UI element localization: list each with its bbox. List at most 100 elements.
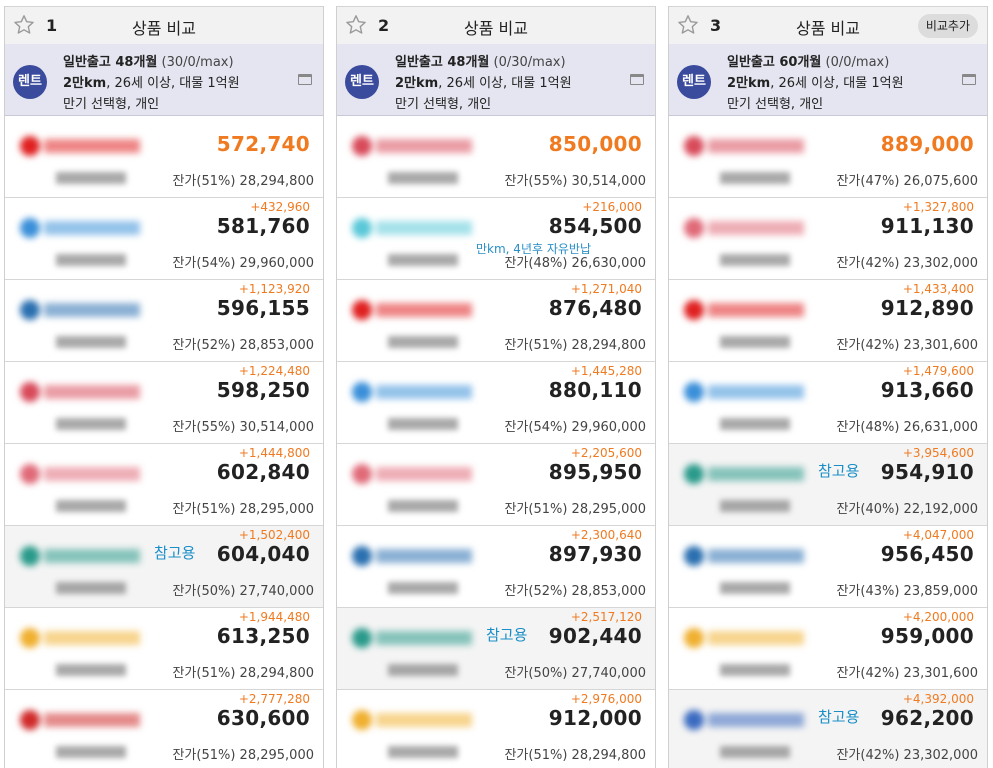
offer-row[interactable]: +4,200,000 959,000 잔가(42%) 23,301,600 xyxy=(668,608,988,690)
monthly-price: 902,440 xyxy=(548,624,642,648)
residual-value: 잔가(43%) 23,859,000 xyxy=(836,584,978,599)
company-logo xyxy=(352,710,472,730)
monthly-price: 911,130 xyxy=(880,214,974,238)
offer-row[interactable]: +1,479,600 913,660 잔가(48%) 26,631,000 xyxy=(668,362,988,444)
monthly-price: 604,040 xyxy=(216,542,310,566)
product-name xyxy=(56,254,126,266)
logo-wordmark xyxy=(44,467,140,481)
logo-mark xyxy=(684,628,704,648)
residual-value: 잔가(42%) 23,302,000 xyxy=(836,748,978,763)
logo-mark xyxy=(20,382,40,402)
logo-wordmark xyxy=(708,467,804,481)
logo-mark xyxy=(684,464,704,484)
logo-wordmark xyxy=(376,385,472,399)
product-name xyxy=(56,746,126,758)
offer-row[interactable]: 850,000 잔가(55%) 30,514,000 xyxy=(336,116,656,198)
offer-row[interactable]: +2,976,000 912,000 잔가(51%) 28,294,800 xyxy=(336,690,656,768)
monthly-price: 613,250 xyxy=(216,624,310,648)
reference-label: 참고용 xyxy=(818,708,860,726)
residual-value: 잔가(48%) 26,631,000 xyxy=(836,420,978,435)
offer-row[interactable]: +2,205,600 895,950 잔가(51%) 28,295,000 xyxy=(336,444,656,526)
offer-row[interactable]: +1,444,800 602,840 잔가(51%) 28,295,000 xyxy=(4,444,324,526)
company-logo xyxy=(684,300,804,320)
product-name xyxy=(56,172,126,184)
offer-row[interactable]: +2,517,120 902,440 잔가(50%) 27,740,000 참고용 xyxy=(336,608,656,690)
column-header: 1 상품 비교 xyxy=(4,6,324,44)
spec-term: 일반출고 48개월 xyxy=(63,55,158,70)
offer-row[interactable]: +1,271,040 876,480 잔가(51%) 28,294,800 xyxy=(336,280,656,362)
spec-conditions: , 26세 이상, 대물 1억원 xyxy=(438,76,572,91)
offer-row[interactable]: +4,392,000 962,200 잔가(42%) 23,302,000 참고용 xyxy=(668,690,988,768)
spec-line-2: 2만km, 26세 이상, 대물 1억원 xyxy=(727,72,904,91)
monthly-price: 956,450 xyxy=(880,542,974,566)
product-name xyxy=(720,746,790,758)
compare-add-button[interactable]: 비교추가 xyxy=(917,14,978,38)
offer-row[interactable]: +432,960 581,760 잔가(54%) 29,960,000 xyxy=(4,198,324,280)
offer-row[interactable]: +1,327,800 911,130 잔가(42%) 23,302,000 xyxy=(668,198,988,280)
product-name xyxy=(720,172,790,184)
offer-row[interactable]: +216,000 854,500 잔가(48%) 26,630,000 만km, 4년… xyxy=(336,198,656,280)
spec-mileage: 2만km xyxy=(395,76,439,91)
product-name xyxy=(388,254,458,266)
company-logo xyxy=(20,382,140,402)
spec-term: 일반출고 48개월 xyxy=(395,55,490,70)
price-difference: +2,300,640 xyxy=(570,528,642,542)
offer-row[interactable]: +1,123,920 596,155 잔가(52%) 28,853,000 xyxy=(4,280,324,362)
residual-value: 잔가(55%) 30,514,000 xyxy=(504,174,646,189)
offer-row[interactable]: 889,000 잔가(47%) 26,075,600 xyxy=(668,116,988,198)
star-icon[interactable] xyxy=(676,13,700,37)
spec-conditions: , 26세 이상, 대물 1억원 xyxy=(770,76,904,91)
logo-mark xyxy=(352,300,372,320)
monthly-price: 598,250 xyxy=(216,378,310,402)
price-difference: +432,960 xyxy=(250,200,310,214)
logo-wordmark xyxy=(44,221,140,235)
offer-row[interactable]: +3,954,600 954,910 잔가(40%) 22,192,000 참고용 xyxy=(668,444,988,526)
company-logo xyxy=(684,628,804,648)
column-header: 3 상품 비교 비교추가 xyxy=(668,6,988,44)
price-difference: +1,444,800 xyxy=(238,446,310,460)
logo-wordmark xyxy=(708,221,804,235)
offer-row[interactable]: +1,502,400 604,040 잔가(50%) 27,740,000 참고용 xyxy=(4,526,324,608)
price-difference: +1,445,280 xyxy=(570,364,642,378)
rent-badge: 렌트 xyxy=(13,65,47,99)
monthly-price: 954,910 xyxy=(880,460,974,484)
price-difference: +1,944,480 xyxy=(238,610,310,624)
offer-row[interactable]: 572,740 잔가(51%) 28,294,800 xyxy=(4,116,324,198)
spec-term-detail: (0/0/max) xyxy=(825,55,890,70)
price-difference: +1,123,920 xyxy=(238,282,310,296)
card-icon[interactable] xyxy=(962,74,976,85)
logo-wordmark xyxy=(376,713,472,727)
logo-mark xyxy=(684,546,704,566)
offer-row[interactable]: +2,777,280 630,600 잔가(51%) 28,295,000 xyxy=(4,690,324,768)
company-logo xyxy=(684,136,804,156)
logo-mark xyxy=(20,136,40,156)
product-name xyxy=(388,418,458,430)
logo-wordmark xyxy=(376,303,472,317)
logo-mark xyxy=(684,218,704,238)
monthly-price: 596,155 xyxy=(216,296,310,320)
column-number: 1 xyxy=(46,16,58,35)
offer-row[interactable]: +2,300,640 897,930 잔가(52%) 28,853,000 xyxy=(336,526,656,608)
card-icon[interactable] xyxy=(630,74,644,85)
logo-wordmark xyxy=(708,385,804,399)
offer-row[interactable]: +1,433,400 912,890 잔가(42%) 23,301,600 xyxy=(668,280,988,362)
company-logo xyxy=(20,546,140,566)
product-name xyxy=(56,336,126,348)
monthly-price: 850,000 xyxy=(548,132,642,156)
residual-value: 잔가(42%) 23,301,600 xyxy=(836,666,978,681)
product-name xyxy=(720,582,790,594)
offer-row[interactable]: +4,047,000 956,450 잔가(43%) 23,859,000 xyxy=(668,526,988,608)
offer-row[interactable]: +1,944,480 613,250 잔가(51%) 28,294,800 xyxy=(4,608,324,690)
product-name xyxy=(388,500,458,512)
monthly-price: 889,000 xyxy=(880,132,974,156)
offer-row[interactable]: +1,224,480 598,250 잔가(55%) 30,514,000 xyxy=(4,362,324,444)
price-difference: +2,205,600 xyxy=(570,446,642,460)
spec-mileage: 2만km xyxy=(63,76,107,91)
residual-value: 잔가(52%) 28,853,000 xyxy=(172,338,314,353)
card-icon[interactable] xyxy=(298,74,312,85)
spec-line-1: 일반출고 48개월 (30/0/max) xyxy=(63,51,234,70)
star-icon[interactable] xyxy=(344,13,368,37)
offer-row[interactable]: +1,445,280 880,110 잔가(54%) 29,960,000 xyxy=(336,362,656,444)
star-icon[interactable] xyxy=(12,13,36,37)
price-difference: +2,517,120 xyxy=(570,610,642,624)
